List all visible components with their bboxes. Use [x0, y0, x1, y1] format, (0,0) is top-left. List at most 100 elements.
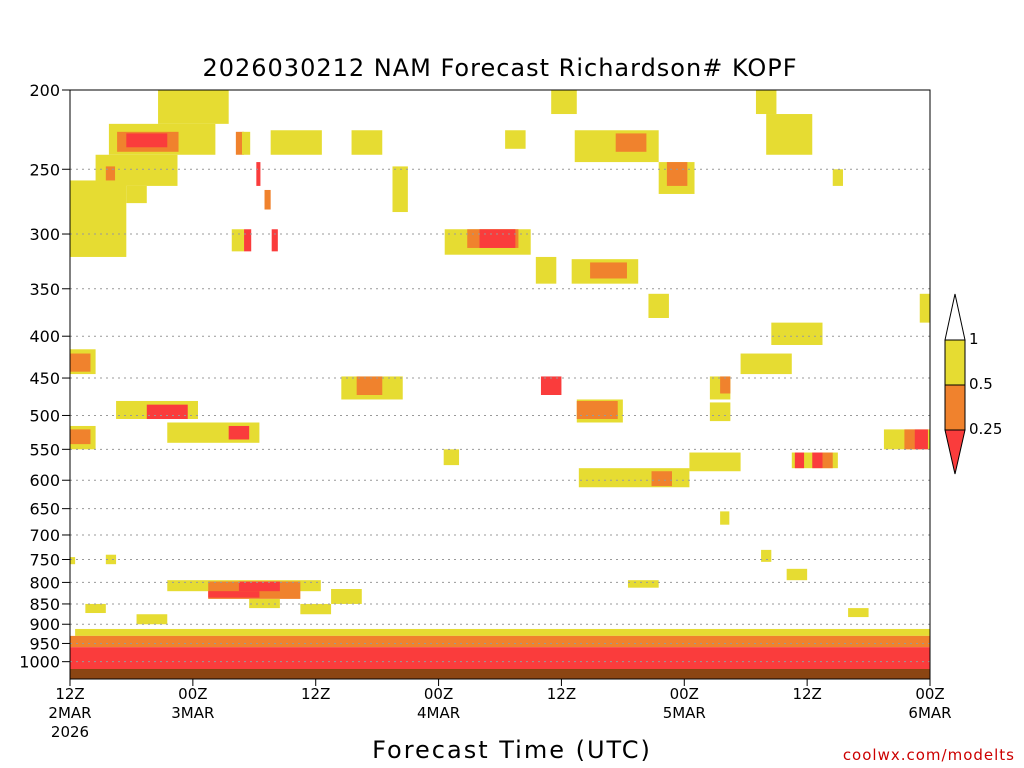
ri-cell-high	[126, 185, 147, 204]
x-tick-label: 00Z	[915, 685, 944, 703]
colorbar-label: 0.25	[969, 420, 1002, 438]
y-tick-label: 300	[29, 225, 60, 244]
y-tick-label: 950	[29, 634, 60, 653]
ri-cell-low	[146, 404, 188, 419]
chart-title: 2026030212 NAM Forecast Richardson# KOPF	[202, 54, 797, 82]
x-tick-label: 00Z	[670, 685, 699, 703]
ri-cell-mid	[666, 162, 688, 186]
ri-cell-high	[392, 166, 408, 213]
ri-cell-mid	[70, 635, 930, 648]
ri-cell-high	[709, 402, 731, 422]
ri-cell-high	[689, 452, 741, 472]
ri-cell-high	[158, 90, 229, 124]
ri-cell-high	[270, 130, 322, 155]
x-tick-label: 00Z	[424, 685, 453, 703]
y-tick-label: 550	[29, 440, 60, 459]
ri-cell-high	[300, 603, 332, 615]
ri-cell-low	[271, 229, 278, 252]
y-tick-label: 700	[29, 526, 60, 545]
ri-cell-high	[231, 229, 245, 252]
colorbar-legend: 1 0.5 0.25	[944, 293, 1002, 475]
y-tick-label: 400	[29, 327, 60, 346]
ri-cell-mid	[651, 471, 672, 487]
ri-cell-mid	[590, 262, 627, 279]
ri-cell-high	[505, 130, 526, 149]
y-tick-label: 200	[29, 81, 60, 100]
ri-cell-high	[443, 449, 460, 466]
axes: 200 250 300 350 400 450 500 550 600 650 700 750 800 8…	[19, 81, 951, 741]
ri-cell-high	[578, 468, 690, 488]
ri-cell-mid	[356, 376, 383, 395]
ri-cell-mid	[70, 353, 91, 372]
ri-cell-high	[848, 608, 869, 618]
ri-cell-high	[75, 628, 931, 636]
x-tick-label: 00Z	[178, 685, 207, 703]
ri-cell-low	[228, 425, 250, 440]
ri-cell-high	[535, 256, 557, 284]
ri-cell-mid	[615, 133, 647, 152]
ri-cell-low	[238, 581, 280, 592]
colorbar-bottom-arrow	[944, 429, 966, 475]
colorbar-top-arrow	[944, 293, 966, 341]
ri-cell-low	[208, 591, 260, 598]
x-tick-label: 12Z	[792, 685, 821, 703]
ri-cell-mid	[105, 166, 116, 186]
x-tick-label: 12Z	[547, 685, 576, 703]
colorbar-band-high	[944, 339, 966, 386]
y-tick-label: 500	[29, 406, 60, 425]
ri-cell-high	[242, 131, 251, 155]
ri-cell-low	[540, 376, 562, 395]
y-tick-label: 450	[29, 369, 60, 388]
ri-cell-mid	[720, 376, 731, 394]
x-tick-date: 5MAR	[663, 704, 706, 722]
ri-cell-high	[249, 598, 280, 609]
ri-cell-low	[479, 229, 516, 248]
ri-cell-low	[126, 133, 168, 148]
x-tick-label: 12Z	[55, 685, 84, 703]
ri-cell-mid	[904, 429, 915, 450]
ri-cell-high	[136, 614, 168, 625]
ri-cell-high	[85, 603, 106, 614]
x-tick-date: 3MAR	[171, 704, 214, 722]
x-tick-date: 4MAR	[417, 704, 460, 722]
y-tick-label: 350	[29, 280, 60, 299]
colorbar-label: 0.5	[969, 375, 993, 393]
y-tick-label: 750	[29, 550, 60, 569]
y-tick-label: 650	[29, 500, 60, 519]
y-tick-label: 250	[29, 160, 60, 179]
ri-cell-high	[919, 293, 930, 323]
ri-cell-mid	[70, 429, 91, 445]
ri-cell-high	[105, 554, 117, 565]
y-tick-label: 1000	[19, 653, 60, 672]
ri-cell-low	[70, 647, 930, 669]
ri-cell-high	[351, 130, 383, 155]
ri-cell-high	[331, 589, 362, 604]
colorbar-band-mid	[944, 384, 966, 431]
ri-cell-high	[720, 511, 730, 525]
x-tick-label: 12Z	[301, 685, 330, 703]
ri-cell-high	[70, 557, 76, 565]
ri-cell-low	[244, 229, 252, 252]
plot-area	[70, 90, 931, 679]
credit-link[interactable]: coolwx.com/modelts	[843, 746, 1015, 764]
ri-cell-low	[914, 429, 928, 450]
x-axis-label: Forecast Time (UTC)	[372, 736, 652, 764]
ground-strip	[70, 669, 930, 679]
ri-cell-high	[755, 90, 777, 115]
ri-cell-low	[256, 162, 261, 186]
ri-cell-low	[812, 452, 823, 469]
ri-cell-high	[648, 293, 669, 318]
y-tick-label: 900	[29, 615, 60, 634]
ri-cell-high	[551, 90, 577, 115]
x-tick-year: 2026	[51, 723, 89, 741]
ri-cell-high	[627, 580, 659, 588]
colorbar-label: 1	[969, 330, 979, 348]
ri-cell-high	[740, 353, 792, 375]
y-tick-label: 600	[29, 471, 60, 490]
ri-cell-high	[832, 169, 843, 186]
ri-cell-mid	[822, 452, 833, 469]
ri-cell-mid	[576, 400, 618, 419]
ri-cell-high	[771, 322, 823, 345]
x-tick-date: 6MAR	[908, 704, 951, 722]
